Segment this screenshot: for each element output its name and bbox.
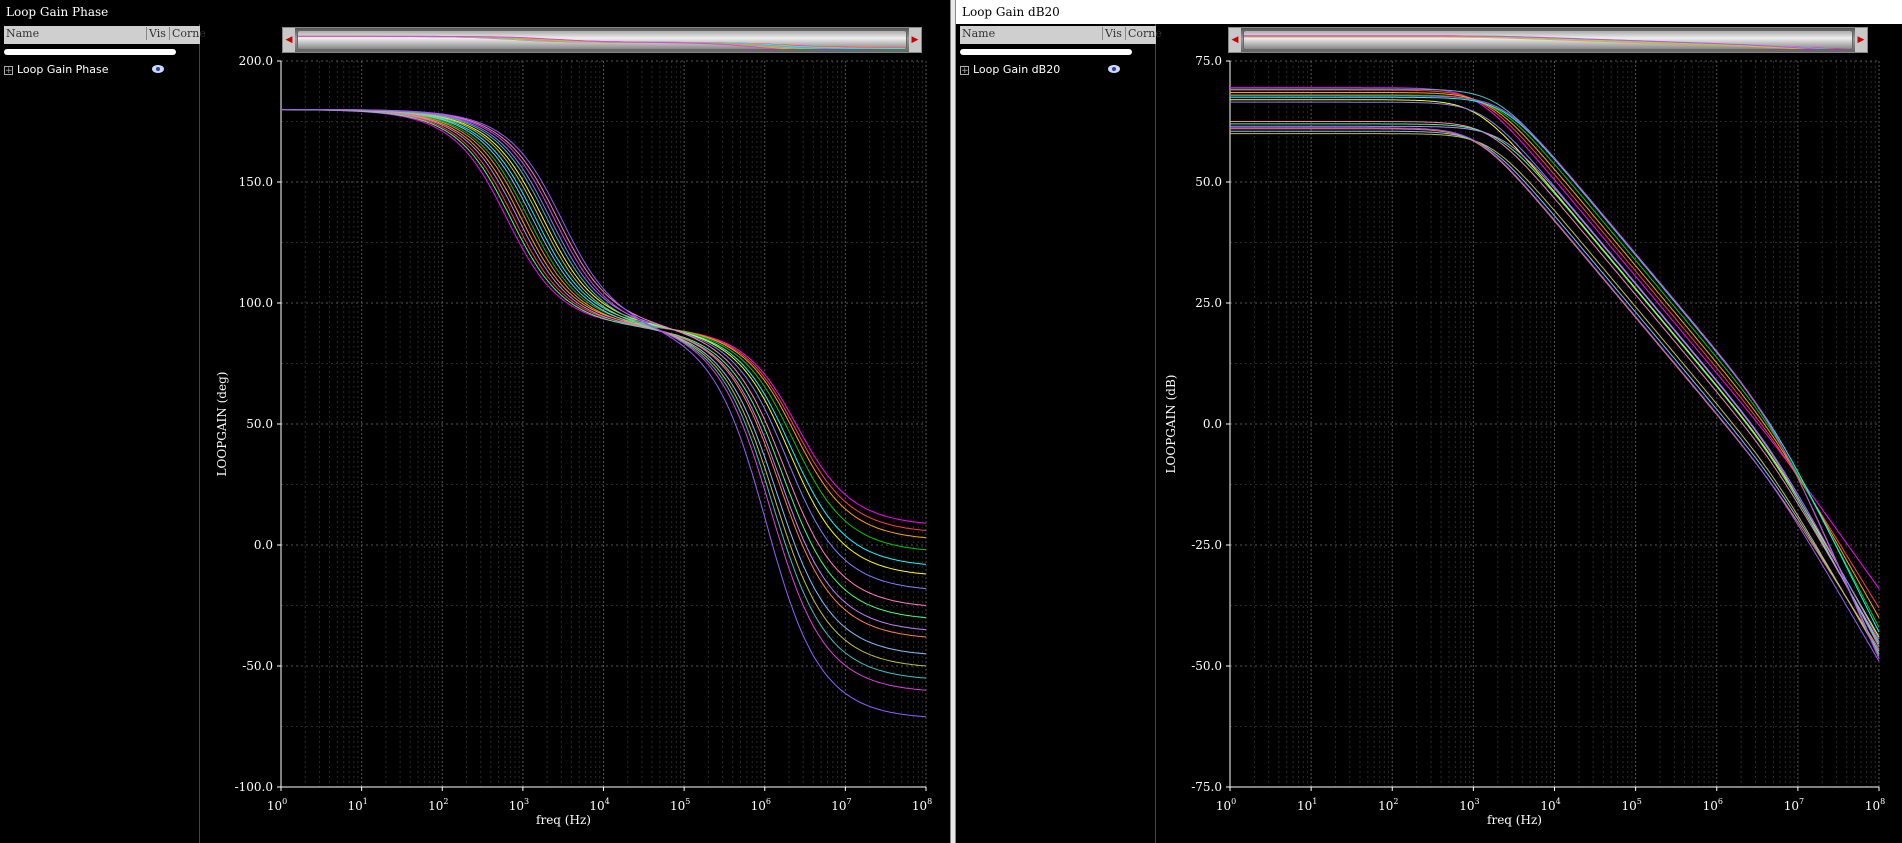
series-line-16[interactable] — [281, 108, 927, 718]
x-tick-label: 104 — [589, 797, 609, 813]
column-name[interactable]: Name — [6, 27, 40, 40]
phase-chart[interactable]: 200.0 150.0 100.0 50.0 0.0 -50.0 -100.0 100 101 1… — [0, 0, 950, 843]
series-line-7[interactable] — [1230, 101, 1880, 640]
series-line-1[interactable] — [1230, 87, 1880, 589]
y-axis-label: LOOPGAIN (dB) — [1164, 375, 1178, 474]
x-axis-label: freq (Hz) — [1487, 813, 1542, 827]
slider-thumb[interactable] — [1243, 30, 1853, 50]
x-tick-label: 102 — [1378, 797, 1398, 813]
column-corner[interactable]: Corne — [1125, 27, 1162, 40]
x-tick-label: 105 — [1621, 797, 1641, 813]
x-tick-label: 101 — [347, 797, 367, 813]
series-line-9[interactable] — [1230, 123, 1880, 645]
series-line-2[interactable] — [1230, 89, 1880, 609]
series-line-10[interactable] — [281, 109, 927, 631]
x-tick-label: 106 — [1703, 797, 1723, 813]
column-vis[interactable]: Vis — [146, 27, 166, 40]
window-title: Loop Gain dB20 — [956, 0, 1902, 24]
x-tick-label: 106 — [751, 797, 771, 813]
y-tick-label: 50.0 — [1195, 175, 1222, 189]
gain-panel: Loop Gain dB20 Name Vis Corne + Loop Gain… — [956, 0, 1902, 843]
column-header[interactable]: Name Vis Corne — [960, 26, 1162, 44]
column-header[interactable]: Name Vis Corne — [4, 26, 206, 44]
y-tick-label: 0.0 — [254, 538, 273, 552]
x-tick-label: 108 — [912, 797, 932, 813]
x-tick-label: 102 — [428, 797, 448, 813]
tree-item-loop-gain-phase[interactable]: + Loop Gain Phase — [4, 62, 194, 78]
x-tick-label: 107 — [1784, 797, 1804, 813]
x-axis-label: freq (Hz) — [536, 813, 591, 827]
grid — [280, 60, 927, 788]
series-line-4[interactable] — [1230, 94, 1880, 628]
scroll-right-icon[interactable]: ▶ — [909, 28, 921, 52]
column-name[interactable]: Name — [962, 27, 996, 40]
series-line-12[interactable] — [1230, 130, 1880, 652]
tree-item-label: Loop Gain dB20 — [973, 63, 1061, 76]
visibility-eye-icon[interactable] — [1108, 65, 1120, 73]
series-line-5[interactable] — [1230, 96, 1880, 633]
window-title: Loop Gain Phase — [0, 0, 950, 24]
series-line-8[interactable] — [1230, 121, 1880, 643]
y-axis-label: LOOPGAIN (deg) — [215, 372, 229, 477]
y-tick-label: 50.0 — [246, 417, 273, 431]
scroll-left-icon[interactable]: ◀ — [283, 28, 295, 52]
series-group — [280, 108, 927, 718]
tree-item-loop-gain-db20[interactable]: + Loop Gain dB20 — [960, 62, 1150, 78]
slider-overview — [298, 35, 906, 49]
gain-chart[interactable]: 75.0 50.0 25.0 0.0 -25.0 -50.0 -75.0 100 101 102 1… — [956, 0, 1902, 843]
y-tick-label: -25.0 — [1191, 538, 1222, 552]
x-tick-label: 105 — [670, 797, 690, 813]
column-vis[interactable]: Vis — [1102, 27, 1122, 40]
column-corner[interactable]: Corne — [169, 27, 206, 40]
signal-browser: Name Vis Corne + Loop Gain dB20 — [956, 24, 1162, 843]
x-tick-label: 101 — [1297, 797, 1317, 813]
overview-line — [298, 35, 784, 49]
x-tick-label: 108 — [1865, 797, 1885, 813]
series-line-6[interactable] — [1230, 99, 1880, 638]
slider-thumb[interactable] — [297, 30, 907, 50]
slider-overview — [1244, 35, 1852, 49]
y-tick-label: 75.0 — [1195, 54, 1222, 68]
scroll-right-icon[interactable]: ▶ — [1855, 28, 1867, 52]
overview-line — [1244, 36, 1816, 49]
x-tick-label: 100 — [1216, 797, 1236, 813]
x-tick-label: 104 — [1540, 797, 1560, 813]
y-tick-label: 25.0 — [1195, 296, 1222, 310]
horizontal-scrollbar[interactable] — [960, 49, 1132, 55]
zoom-slider[interactable]: ◀ ▶ — [282, 27, 922, 53]
series-line-16[interactable] — [1230, 127, 1880, 662]
tree-item-label: Loop Gain Phase — [17, 63, 109, 76]
phase-panel: Loop Gain Phase Name Vis Corne + Loop Gai… — [0, 0, 950, 843]
y-tick-label: -50.0 — [1191, 659, 1222, 673]
series-group — [1230, 87, 1880, 662]
panel-splitter[interactable] — [950, 0, 956, 843]
y-tick-label: 200.0 — [239, 54, 273, 68]
y-tick-label: 150.0 — [239, 175, 273, 189]
series-line-2[interactable] — [281, 109, 927, 531]
visibility-eye-icon[interactable] — [152, 65, 164, 73]
series-line-9[interactable] — [281, 109, 927, 619]
expand-icon[interactable]: + — [960, 65, 969, 76]
y-tick-label: -75.0 — [1191, 780, 1222, 794]
zoom-slider[interactable]: ◀ ▶ — [1228, 27, 1868, 53]
horizontal-scrollbar[interactable] — [4, 49, 176, 55]
y-tick-label: -100.0 — [235, 780, 273, 794]
expand-icon[interactable]: + — [4, 65, 13, 76]
series-line-3[interactable] — [1230, 92, 1880, 618]
series-line-13[interactable] — [1230, 133, 1880, 655]
x-tick-label: 107 — [831, 797, 851, 813]
series-line-10[interactable] — [1230, 125, 1880, 647]
series-line-15[interactable] — [1230, 95, 1880, 659]
series-line-15[interactable] — [281, 109, 927, 691]
signal-browser: Name Vis Corne + Loop Gain Phase — [0, 24, 206, 843]
y-tick-label: 100.0 — [239, 296, 273, 310]
y-tick-label: 0.0 — [1203, 417, 1222, 431]
overview-line — [1244, 35, 1824, 49]
scroll-left-icon[interactable]: ◀ — [1229, 28, 1241, 52]
x-tick-label: 100 — [267, 797, 287, 813]
y-tick-label: -50.0 — [242, 659, 273, 673]
x-tick-label: 103 — [509, 797, 529, 813]
x-tick-label: 103 — [1459, 797, 1479, 813]
